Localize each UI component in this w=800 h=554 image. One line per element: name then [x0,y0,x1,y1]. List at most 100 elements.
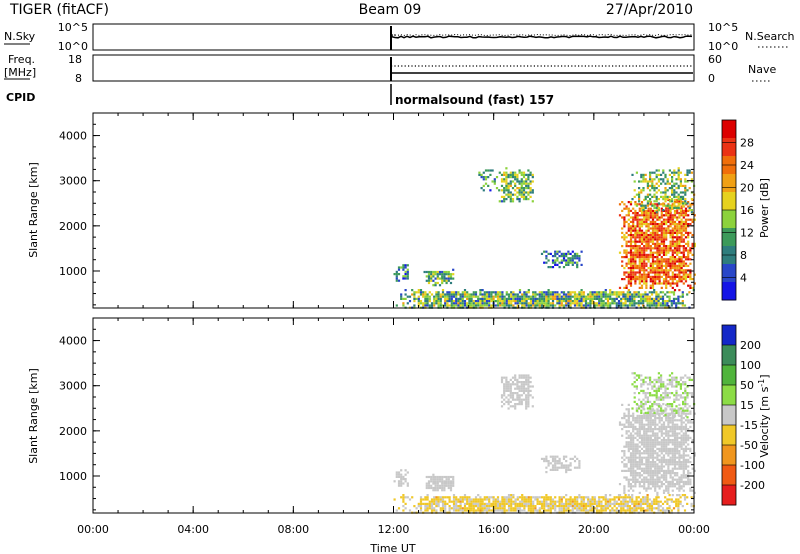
velocity-cell [483,509,486,512]
velocity-cell [678,425,681,428]
power-cell [424,302,427,305]
velocity-cell [667,485,670,488]
power-cell [534,295,537,298]
velocity-cell [658,487,661,490]
velocity-cell [634,454,637,457]
power-cell [523,300,526,303]
velocity-cell [640,389,643,392]
velocity-cell [665,443,668,446]
velocity-cell [645,443,648,446]
power-cell [536,304,539,307]
velocity-cell [527,498,530,501]
velocity-cell [656,434,659,437]
velocity-cell [545,457,548,460]
velocity-cell [673,385,676,388]
velocity-cell [621,423,624,426]
velocity-cell [658,467,661,470]
velocity-cell [507,505,511,508]
velocity-cell [554,464,557,467]
power-cell [551,261,555,264]
power-region-1 [393,264,409,282]
power-cell [576,252,579,255]
velocity-cell [623,465,626,468]
power-cell [678,262,681,265]
velocity-cell [503,385,506,388]
velocity-cell [525,500,528,503]
velocity-cell [635,409,638,412]
power-cell [651,247,655,250]
velocity-cell [428,502,431,505]
velocity-cell [665,452,668,455]
power-cell [452,273,455,276]
power-cell [632,225,635,228]
power-cell [474,300,478,303]
velocity-cell [444,496,447,499]
velocity-cell [667,463,670,466]
power-cell [545,302,548,305]
velocity-cell [660,443,663,446]
power-cell [474,302,478,305]
power-cell [693,242,696,245]
velocity-cell [646,496,649,499]
velocity-cell [510,496,513,499]
velocity-cell [540,500,544,503]
velocity-cell [529,394,532,397]
power-cell [536,300,539,303]
velocity-cell [691,467,694,470]
velocity-cell [676,478,679,481]
power-cell [629,269,633,272]
power-cell [680,223,683,226]
velocity-cell [393,498,396,501]
velocity-cell [657,502,660,505]
power-cell [634,238,637,241]
power-cell [540,300,544,303]
velocity-cell [677,502,680,505]
velocity-cell [578,507,581,510]
power-cell [653,297,656,300]
power-cell [627,273,630,276]
power-cell [655,291,658,294]
power-cell [669,269,672,272]
power-cell [691,218,694,221]
power-cell [671,267,674,270]
power-cell [503,171,506,174]
power-cell [656,231,659,234]
velocity-cell [687,443,690,446]
velocity-cell [667,443,670,446]
velocity-cell [540,507,544,510]
power-cell [645,225,648,228]
velocity-cell [634,483,637,486]
power-cell [509,195,512,198]
velocity-cell [682,381,685,384]
power-cell [638,227,641,230]
power-cell [647,227,650,230]
velocity-cell [516,392,519,395]
power-cell [651,231,655,234]
power-cell [679,184,682,187]
power-cell [634,256,637,259]
power-cell [660,269,663,272]
velocity-cell [580,498,583,501]
velocity-cell [654,445,657,448]
velocity-cell [642,392,645,395]
power-cell [478,173,481,176]
velocity-cell [662,398,665,401]
velocity-cell [656,454,659,457]
power-cell [629,247,633,250]
velocity-cell [436,475,439,479]
velocity-cell [681,505,684,508]
power-cell [667,262,670,265]
velocity-cell [571,498,574,501]
power-cell [622,291,625,294]
power-cell [435,291,438,294]
power-cell [662,245,666,248]
power-cell [671,282,674,285]
power-cell [645,280,648,283]
power-cell [402,264,405,267]
power-cell [547,289,550,292]
power-cell [655,304,658,307]
velocity-cell [434,484,437,487]
velocity-cell [676,445,679,448]
power-cell [658,223,661,226]
velocity-cell [507,407,510,410]
